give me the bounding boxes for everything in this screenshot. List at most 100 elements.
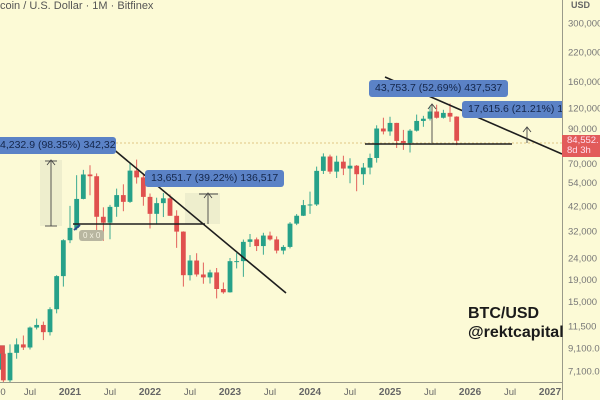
candle-body (27, 327, 33, 348)
candle-body (407, 130, 413, 143)
range-shade-right (185, 193, 220, 224)
candle (114, 188, 120, 217)
measure-label-2[interactable]: 13,651.7 (39.22%) 136,517 (145, 170, 285, 187)
candle-body (440, 112, 446, 118)
time-tick-label: Jul (424, 387, 436, 398)
measure-arrow-1[interactable] (45, 159, 57, 227)
time-tick-label: Jul (104, 387, 116, 398)
candle (414, 114, 420, 132)
measure-arrow-4[interactable] (522, 126, 532, 143)
candle (307, 191, 313, 214)
price-tick-label: 300,000 (568, 19, 600, 30)
candle-body (187, 260, 193, 276)
candle-body (234, 261, 240, 263)
price-tick-label: 42,000 (568, 201, 597, 212)
price-tick-label: 9,100.0 (568, 343, 600, 354)
candle-body (220, 289, 226, 293)
measure-label-4[interactable]: 17,615.6 (21.21%) 17 (462, 101, 562, 118)
time-tick-label: Jul (184, 387, 196, 398)
candles-group (0, 103, 460, 382)
candle-body (134, 170, 140, 178)
price-tick-label: 54,000 (568, 178, 597, 189)
candle-body (427, 111, 433, 119)
candle-body (227, 261, 233, 293)
price-tick-label: 24,000 (568, 253, 597, 264)
candle-body (420, 118, 426, 121)
candle (314, 166, 320, 206)
candle (54, 275, 60, 314)
price-tick-label: 120,000 (568, 104, 600, 115)
candle (20, 335, 26, 350)
candle (327, 154, 333, 174)
measure-arrow-2[interactable] (199, 192, 218, 224)
candle-body (260, 235, 266, 247)
candle-body (20, 344, 26, 348)
time-tick-label: 2024 (299, 387, 322, 398)
candle (267, 231, 273, 241)
measure-label-3[interactable]: 43,753.7 (52.69%) 437,537 (369, 80, 509, 97)
candle-body (454, 116, 460, 141)
candle (274, 236, 280, 254)
candle-body (334, 161, 340, 172)
symbol-title[interactable]: coin / U.S. Dollar · 1M · Bitfinex (0, 0, 154, 12)
candle-body (347, 165, 353, 169)
candle-body (160, 198, 166, 204)
measure-arrow-3[interactable] (427, 103, 437, 143)
candle (0, 345, 5, 354)
candle (400, 129, 406, 150)
trendline-2021[interactable] (111, 147, 287, 294)
candle (320, 153, 326, 175)
candle-body (127, 170, 133, 202)
candle (80, 169, 86, 200)
time-tick-label: Jul (24, 387, 36, 398)
candle (40, 321, 46, 341)
candle (354, 165, 360, 192)
time-tick-label: 0 (0, 387, 5, 398)
candle-body (100, 216, 106, 223)
candle-body (67, 227, 73, 241)
measure-label-1[interactable]: 4,232.9 (98.35%) 342,329 (0, 137, 116, 154)
candle (367, 153, 373, 175)
candle (7, 344, 13, 382)
candle (280, 245, 286, 255)
candle (134, 159, 140, 184)
candle (94, 173, 100, 238)
candle-body (47, 309, 53, 333)
candle (27, 326, 33, 350)
candle-body (280, 246, 286, 251)
candle (427, 105, 433, 121)
candle-body (254, 239, 260, 247)
candle-body (194, 260, 200, 275)
candle-body (447, 112, 453, 117)
price-axis[interactable]: 300,000 220,000 160,000 120,000 90,000 70,000… (568, 19, 600, 378)
price-tick-label: 220,000 (568, 47, 600, 58)
candle (60, 239, 66, 287)
price-tick-label: 11,500 (568, 322, 596, 333)
time-tick-label: 2027 (539, 387, 562, 398)
time-axis[interactable]: 0 Jul 2021 Jul 2022 Jul 2023 Jul 2024 Jul 2025 Jul 2… (0, 387, 561, 398)
candle (407, 129, 413, 153)
candle-body (7, 352, 13, 381)
candle-body (287, 223, 293, 247)
price-tick-label: 160,000 (568, 77, 600, 88)
candle (260, 232, 266, 255)
watermark-symbol: BTC/USD (468, 305, 540, 322)
candle-body (107, 206, 113, 223)
candle (220, 282, 226, 294)
candle-body (394, 122, 400, 141)
candle-body (200, 274, 206, 278)
candle-body (294, 215, 300, 224)
candle-body (360, 167, 366, 175)
candle-body (0, 345, 5, 354)
candle (187, 255, 193, 281)
candle-body (60, 240, 66, 277)
candle-body (314, 170, 320, 205)
candle (167, 194, 173, 216)
candle (207, 269, 213, 284)
candle-body (307, 204, 313, 206)
candle-body (87, 174, 93, 177)
candle-body (267, 235, 273, 240)
candle (254, 237, 260, 252)
candle (180, 231, 186, 287)
